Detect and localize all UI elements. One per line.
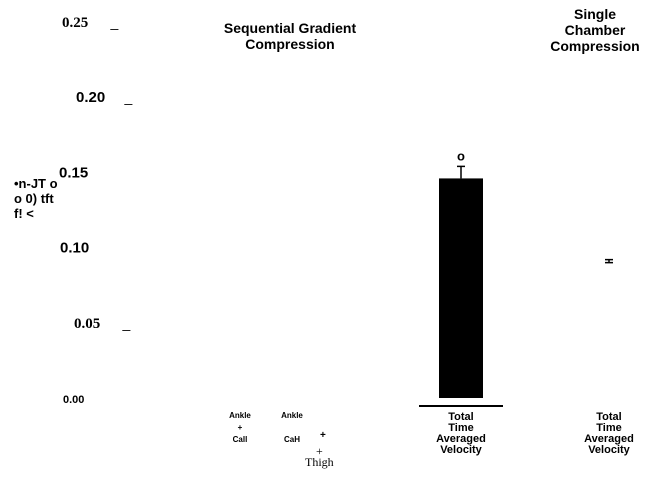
x-label-thigh-plus: + [316, 444, 323, 458]
bar-annotation: o [457, 148, 465, 163]
x-tick-label: Velocity [440, 444, 482, 456]
x-tick-label: Velocity [588, 444, 630, 456]
x-tick-label: Call [233, 435, 248, 444]
y-tick-label: 0.00 [63, 394, 84, 406]
x-label-thigh: Thigh [305, 455, 334, 469]
x-tick-label: Ankle [229, 411, 251, 420]
x-tick-label: Ankle [281, 411, 303, 420]
x-tick-label: Total [596, 411, 621, 423]
y-tick-label: 0.20 [76, 89, 105, 106]
x-tick-label: Time [448, 422, 473, 434]
y-tick-label: 0.15 [59, 164, 88, 181]
x-tick-label: Averaged [584, 433, 634, 445]
x-tick-label: Time [596, 422, 621, 434]
y-tick-label: 0.10 [60, 240, 89, 257]
bar [439, 178, 483, 398]
y-tick-label: 0.25 [62, 15, 88, 31]
y-tick-mark: _ [124, 89, 133, 105]
x-tick-label: Total [448, 411, 473, 423]
y-tick-label: 0.05 [74, 316, 100, 332]
chart-title: Sequential Gradient Compression [223, 20, 357, 52]
x-tick-label: Averaged [436, 433, 486, 445]
secondary-chart-title: Single Chamber Compression [550, 6, 640, 54]
x-tick-label: + [238, 423, 243, 432]
y-axis-label: •n-JT o o 0) tft f! < [14, 176, 58, 221]
x-label-plus: + [320, 430, 326, 441]
y-tick-mark: _ [122, 315, 131, 331]
x-tick-label: CaH [284, 435, 300, 444]
y-tick-mark: _ [110, 14, 119, 30]
